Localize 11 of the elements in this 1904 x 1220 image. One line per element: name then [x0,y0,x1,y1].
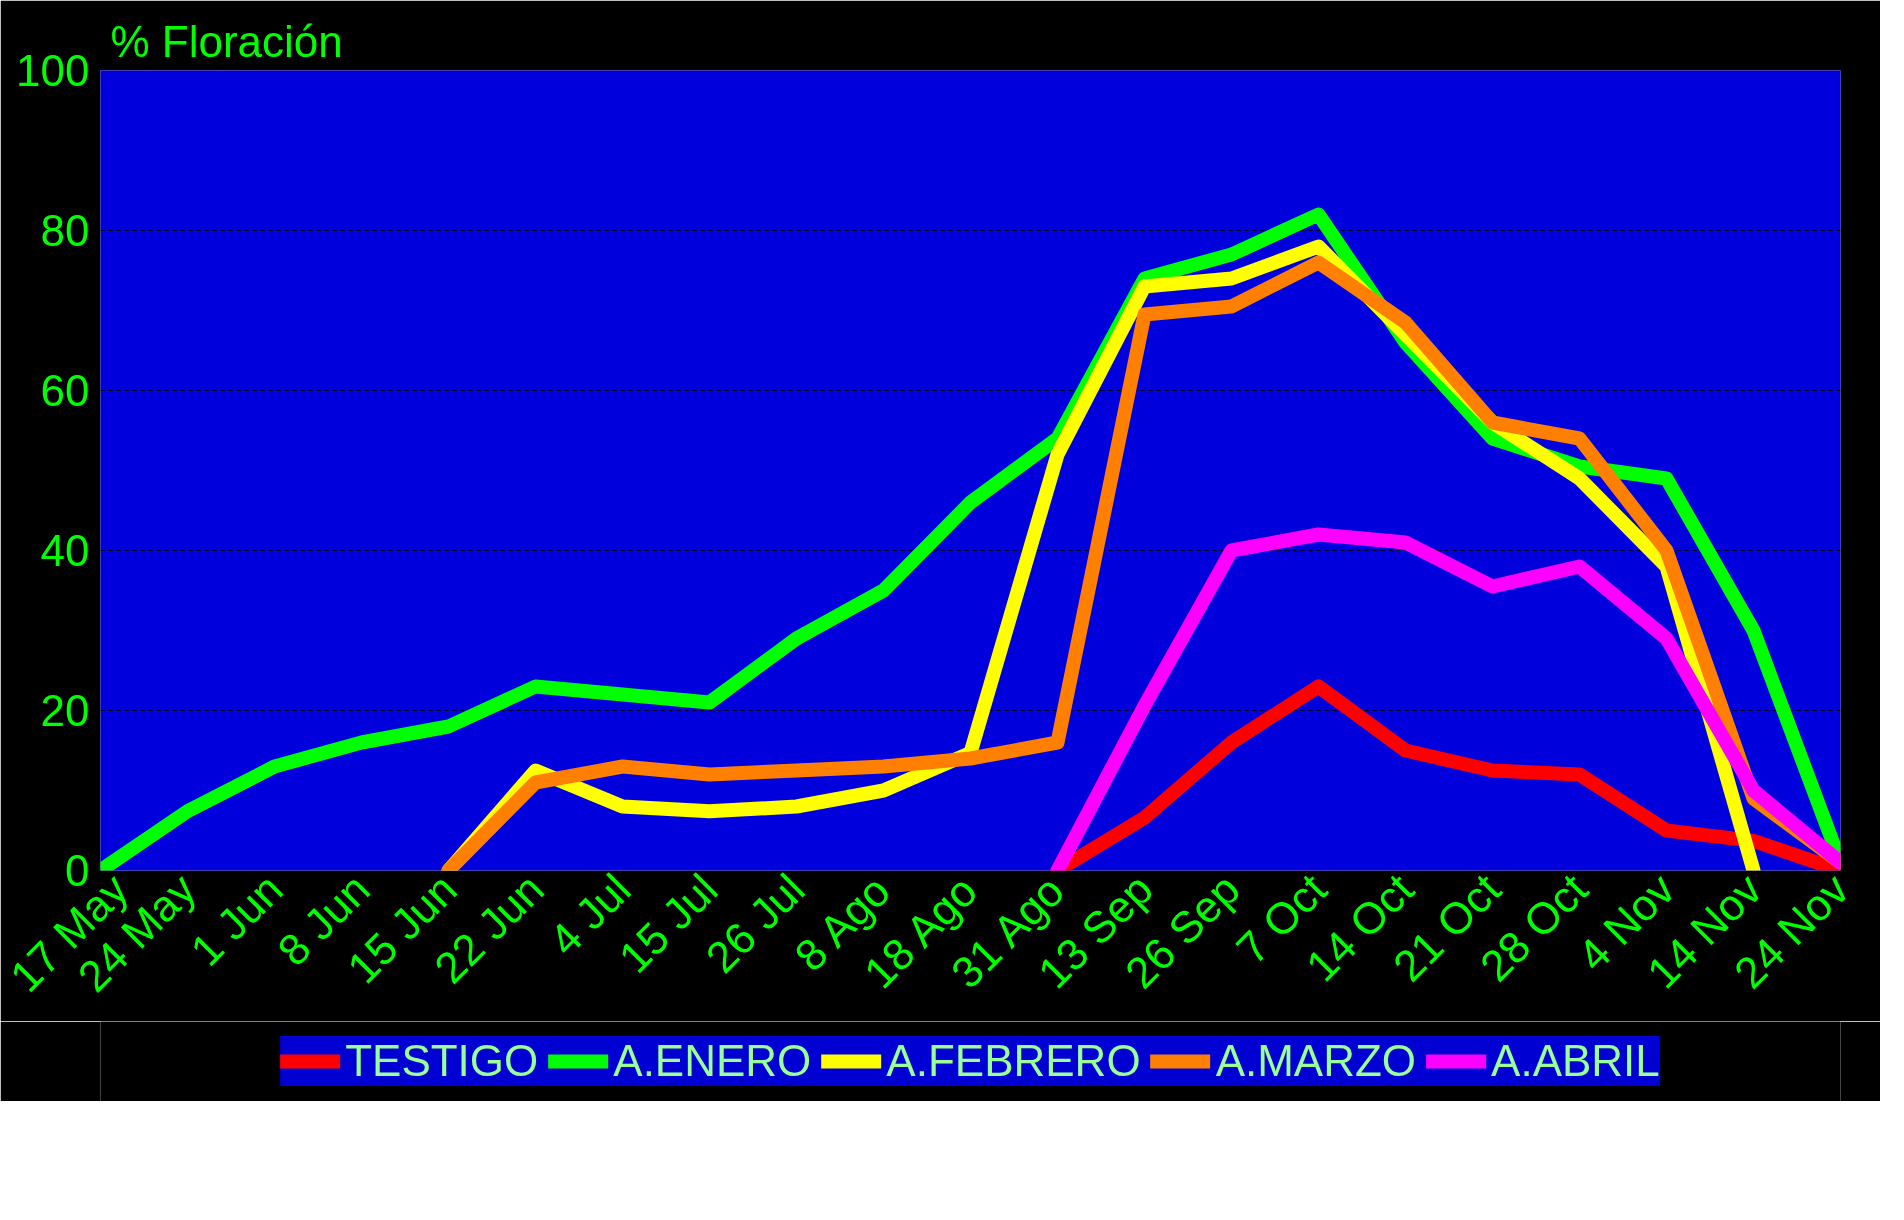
y-tick-label: 60 [40,366,90,415]
chart-title: % Floración [110,16,343,66]
legend-label: A.ABRIL [1491,1036,1660,1086]
legend-label: A.ENERO [613,1036,812,1086]
y-tick-label: 40 [40,526,90,575]
y-tick-label: 100 [16,46,90,95]
legend-label: A.MARZO [1215,1036,1417,1086]
y-tick-label: 80 [40,206,90,255]
y-tick-label: 20 [40,686,90,735]
legend-label: TESTIGO [345,1036,539,1086]
legend-label: A.FEBRERO [886,1036,1141,1086]
